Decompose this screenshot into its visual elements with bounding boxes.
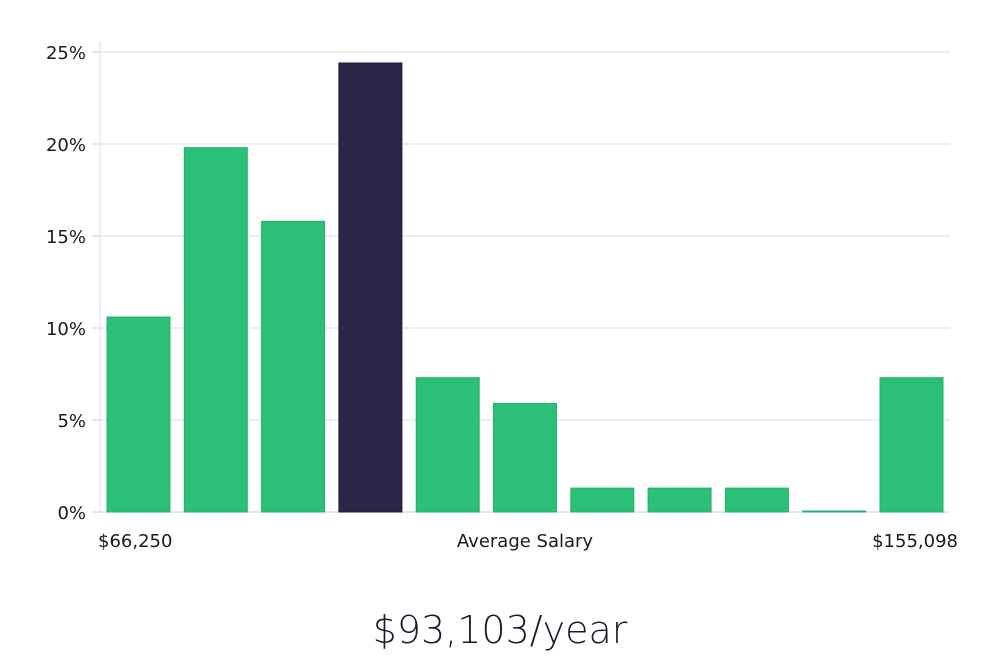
y-tick-label: 15% <box>46 227 86 248</box>
bars <box>106 62 944 513</box>
bar <box>879 377 944 513</box>
bar <box>724 487 789 513</box>
y-tick-label: 10% <box>46 319 86 340</box>
bar <box>802 510 867 513</box>
y-axis-ticks: 0% 5% 10% 15% 20% 25% <box>46 43 100 524</box>
average-salary-value: $93,103/year <box>372 608 628 652</box>
x-label-max: $155,098 <box>872 531 958 552</box>
salary-histogram: 0%5%10%15%20%25% $66,250 Average Salary … <box>46 42 958 552</box>
y-tick-label: 20% <box>46 135 86 156</box>
y-tick-label: 25% <box>46 43 86 64</box>
bar <box>415 377 480 513</box>
x-axis-title: Average Salary <box>457 531 594 552</box>
bar <box>261 220 326 513</box>
bar <box>493 402 557 513</box>
bar-highlighted <box>338 62 403 513</box>
bar <box>183 147 248 513</box>
y-tick-label: 5% <box>57 411 86 432</box>
bar <box>106 316 171 513</box>
x-label-min: $66,250 <box>98 531 172 552</box>
bar <box>570 487 635 513</box>
bar <box>647 487 712 513</box>
y-tick-label: 0% <box>57 503 86 524</box>
